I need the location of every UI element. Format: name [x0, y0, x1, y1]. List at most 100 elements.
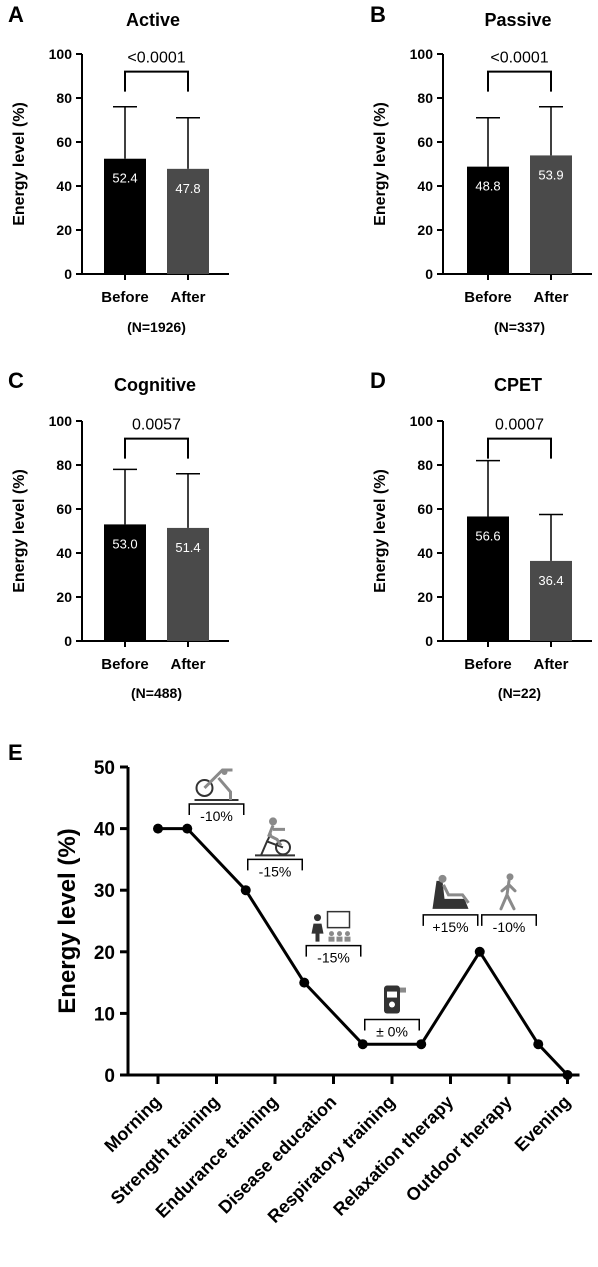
y-tick-label: 100 — [410, 413, 434, 429]
y-tick-label: 50 — [94, 758, 115, 779]
panel-b: B Passive 0 20 40 60 80 100 Energy level (%) 48.8… — [370, 2, 592, 335]
y-tick-label: 60 — [56, 501, 72, 517]
change-label: -15% — [317, 950, 350, 966]
change-bracket — [247, 858, 303, 871]
significance-bracket — [124, 70, 189, 92]
stationary-bike-icon — [255, 817, 295, 857]
y-tick-label: 0 — [425, 266, 433, 282]
panel-letter: A — [8, 2, 24, 27]
change-bracket — [188, 803, 245, 815]
sample-size-label: (N=22) — [498, 685, 541, 701]
bar-before — [104, 158, 146, 274]
sample-size-label: (N=337) — [494, 319, 545, 335]
y-tick-label: 20 — [56, 589, 72, 605]
classroom-teaching-icon — [311, 910, 351, 942]
bar-before — [104, 524, 146, 641]
significance-bracket — [124, 437, 189, 459]
x-tick-label: Before — [101, 289, 149, 306]
inhaler-device-icon — [384, 985, 406, 1014]
x-tick-label: Strength training — [107, 1092, 224, 1209]
panel-letter: C — [8, 368, 24, 393]
y-tick-label: 80 — [417, 90, 433, 106]
change-bracket — [481, 914, 537, 926]
data-point — [416, 1039, 427, 1050]
p-value-label: 0.0007 — [495, 417, 544, 434]
panel-letter: E — [8, 740, 23, 765]
bar-after — [167, 527, 209, 641]
panel-letter: D — [370, 368, 386, 393]
data-point — [533, 1039, 544, 1050]
bar-value-label: 53.9 — [538, 167, 563, 182]
change-bracket — [305, 944, 362, 957]
leg-press-icon — [194, 768, 239, 801]
bar-before — [467, 516, 509, 641]
y-axis-label: Energy level (%) — [372, 102, 389, 226]
y-tick-label: 0 — [425, 633, 433, 649]
sample-size-label: (N=488) — [131, 685, 182, 701]
data-point — [357, 1039, 368, 1050]
change-annotation: -10% — [481, 873, 537, 935]
y-tick-label: 20 — [56, 222, 72, 238]
bar-value-label: 53.0 — [112, 536, 137, 551]
chart-title: CPET — [494, 375, 542, 395]
y-axis-label: Energy level (%) — [54, 828, 81, 1013]
x-tick-label: After — [170, 289, 205, 306]
y-axis-label: Energy level (%) — [11, 469, 28, 593]
change-annotation: ± 0% — [364, 985, 420, 1040]
change-label: -15% — [259, 863, 292, 879]
change-annotation: -15% — [305, 910, 362, 966]
x-tick-label: Before — [101, 656, 149, 673]
y-tick-label: 100 — [49, 46, 73, 62]
y-tick-label: 0 — [104, 1066, 115, 1087]
change-label: ± 0% — [376, 1024, 408, 1040]
walking-person-icon — [499, 873, 517, 911]
change-label: +15% — [432, 919, 468, 935]
x-tick-label: Before — [464, 656, 512, 673]
y-tick-label: 60 — [417, 501, 433, 517]
data-point — [153, 823, 163, 834]
data-point — [474, 946, 485, 957]
significance-bracket — [487, 437, 552, 459]
change-annotation: +15% — [422, 874, 479, 935]
bar-value-label: 36.4 — [538, 573, 563, 588]
x-tick-label: After — [533, 289, 568, 306]
y-tick-label: 10 — [94, 1004, 115, 1025]
bar-value-label: 52.4 — [112, 171, 137, 186]
change-bracket — [422, 914, 479, 926]
y-tick-label: 40 — [56, 545, 72, 561]
p-value-label: <0.0001 — [127, 50, 185, 67]
y-axis-label: Energy level (%) — [372, 469, 389, 593]
bar-value-label: 48.8 — [475, 179, 500, 194]
panel-c: C Cognitive 0 20 40 60 80 100 Energy level (%) 53… — [8, 368, 229, 701]
y-tick-label: 20 — [417, 222, 433, 238]
bar-before — [467, 166, 509, 274]
significance-bracket — [487, 70, 552, 92]
y-tick-label: 80 — [417, 457, 433, 473]
panel-a: A Active 0 20 40 60 80 100 Energy level (%) 52.4 B… — [8, 2, 229, 335]
bar-after — [530, 155, 572, 274]
y-axis-label: Energy level (%) — [11, 102, 28, 226]
panel-d: D CPET 0 20 40 60 80 100 Energy level (%) 56.6 Bef… — [370, 368, 592, 701]
bar-after — [167, 168, 209, 274]
y-tick-label: 20 — [417, 589, 433, 605]
bar-after — [530, 560, 572, 641]
change-annotation: -15% — [247, 817, 303, 879]
panel-letter: B — [370, 2, 386, 27]
y-tick-label: 60 — [417, 134, 433, 150]
y-tick-label: 40 — [417, 545, 433, 561]
energy-line — [158, 827, 569, 1077]
data-point — [562, 1070, 573, 1080]
y-tick-label: 30 — [94, 881, 115, 902]
change-bracket — [364, 1018, 420, 1031]
bar-value-label: 56.6 — [475, 528, 500, 543]
y-tick-label: 40 — [417, 178, 433, 194]
bar-value-label: 51.4 — [175, 540, 200, 555]
y-tick-label: 40 — [56, 178, 72, 194]
x-tick-label: After — [170, 656, 205, 673]
y-tick-label: 80 — [56, 90, 72, 106]
x-tick-label: After — [533, 656, 568, 673]
y-tick-label: 100 — [49, 413, 73, 429]
change-label: -10% — [493, 919, 526, 935]
